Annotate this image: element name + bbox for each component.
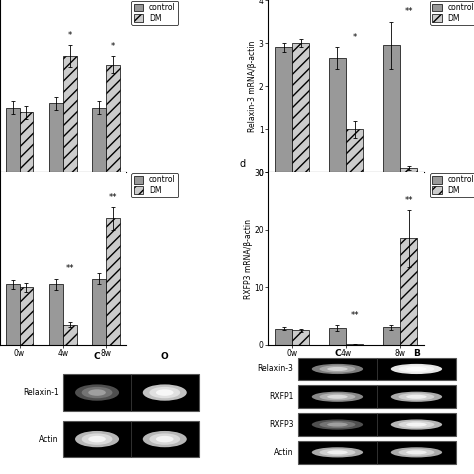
- Bar: [19, 112, 33, 173]
- Ellipse shape: [149, 433, 180, 445]
- Text: O: O: [161, 353, 169, 362]
- Bar: [346, 129, 364, 173]
- Ellipse shape: [399, 449, 434, 456]
- Bar: [298, 358, 456, 380]
- Ellipse shape: [143, 431, 187, 447]
- Text: Actin: Actin: [39, 435, 59, 444]
- Legend: control, DM: control, DM: [131, 173, 178, 197]
- Text: d: d: [240, 159, 246, 169]
- Ellipse shape: [399, 365, 434, 373]
- Ellipse shape: [391, 419, 442, 429]
- Text: RXFP3: RXFP3: [269, 420, 293, 429]
- Bar: [383, 328, 400, 345]
- Ellipse shape: [406, 395, 427, 399]
- Ellipse shape: [88, 389, 106, 396]
- Bar: [329, 58, 346, 173]
- Text: C: C: [94, 353, 100, 362]
- Text: RXFP1: RXFP1: [269, 392, 293, 401]
- Bar: [298, 441, 456, 464]
- Ellipse shape: [406, 450, 427, 455]
- Legend: control, DM: control, DM: [131, 1, 178, 25]
- Y-axis label: RXFP3 mRNA/β-actin: RXFP3 mRNA/β-actin: [244, 219, 253, 299]
- Text: *: *: [111, 42, 115, 51]
- Legend: control, DM: control, DM: [430, 173, 474, 197]
- Ellipse shape: [319, 421, 356, 428]
- Ellipse shape: [312, 392, 363, 402]
- Ellipse shape: [391, 392, 442, 402]
- Ellipse shape: [391, 364, 442, 374]
- Ellipse shape: [319, 393, 356, 401]
- Bar: [383, 45, 400, 173]
- Bar: [275, 328, 292, 345]
- Bar: [6, 108, 19, 173]
- Text: **: **: [350, 311, 359, 320]
- Bar: [63, 421, 199, 457]
- Ellipse shape: [156, 389, 173, 396]
- Bar: [49, 103, 63, 173]
- Bar: [63, 374, 199, 410]
- Ellipse shape: [319, 365, 356, 373]
- Text: Relaxin-3: Relaxin-3: [257, 365, 293, 374]
- Ellipse shape: [312, 419, 363, 429]
- Ellipse shape: [406, 367, 427, 371]
- Ellipse shape: [327, 367, 348, 371]
- Bar: [63, 325, 77, 345]
- Text: Actin: Actin: [274, 448, 293, 457]
- Bar: [6, 284, 19, 345]
- Text: *: *: [353, 33, 357, 42]
- Bar: [63, 56, 77, 173]
- Ellipse shape: [327, 395, 348, 399]
- Ellipse shape: [75, 431, 119, 447]
- Ellipse shape: [406, 422, 427, 427]
- Bar: [49, 284, 63, 345]
- Bar: [92, 108, 106, 173]
- Y-axis label: Relaxin-3 mRNA/β-actin: Relaxin-3 mRNA/β-actin: [248, 40, 257, 132]
- Ellipse shape: [149, 387, 180, 398]
- Bar: [106, 64, 120, 173]
- Ellipse shape: [327, 422, 348, 427]
- Ellipse shape: [82, 433, 112, 445]
- Ellipse shape: [75, 384, 119, 401]
- Text: B: B: [413, 348, 420, 357]
- Ellipse shape: [399, 421, 434, 428]
- Ellipse shape: [327, 450, 348, 455]
- Text: C: C: [334, 348, 341, 357]
- Ellipse shape: [143, 384, 187, 401]
- Ellipse shape: [319, 449, 356, 456]
- Bar: [292, 330, 310, 345]
- Bar: [400, 238, 417, 345]
- Bar: [400, 168, 417, 173]
- Bar: [292, 43, 310, 173]
- Text: **: **: [404, 196, 413, 205]
- Bar: [106, 219, 120, 345]
- Bar: [298, 385, 456, 408]
- Ellipse shape: [312, 447, 363, 457]
- Text: **: **: [109, 192, 117, 201]
- Text: Relaxin-1: Relaxin-1: [23, 388, 59, 397]
- Text: *: *: [68, 31, 72, 40]
- Text: **: **: [65, 264, 74, 273]
- Bar: [298, 413, 456, 436]
- Ellipse shape: [391, 447, 442, 457]
- Legend: control, DM: control, DM: [430, 1, 474, 25]
- Ellipse shape: [82, 387, 112, 398]
- Ellipse shape: [312, 364, 363, 374]
- Bar: [19, 287, 33, 345]
- Ellipse shape: [88, 436, 106, 442]
- Ellipse shape: [399, 393, 434, 401]
- Bar: [92, 279, 106, 345]
- Ellipse shape: [156, 436, 173, 442]
- Bar: [329, 328, 346, 345]
- Bar: [275, 47, 292, 173]
- Text: **: **: [404, 8, 413, 17]
